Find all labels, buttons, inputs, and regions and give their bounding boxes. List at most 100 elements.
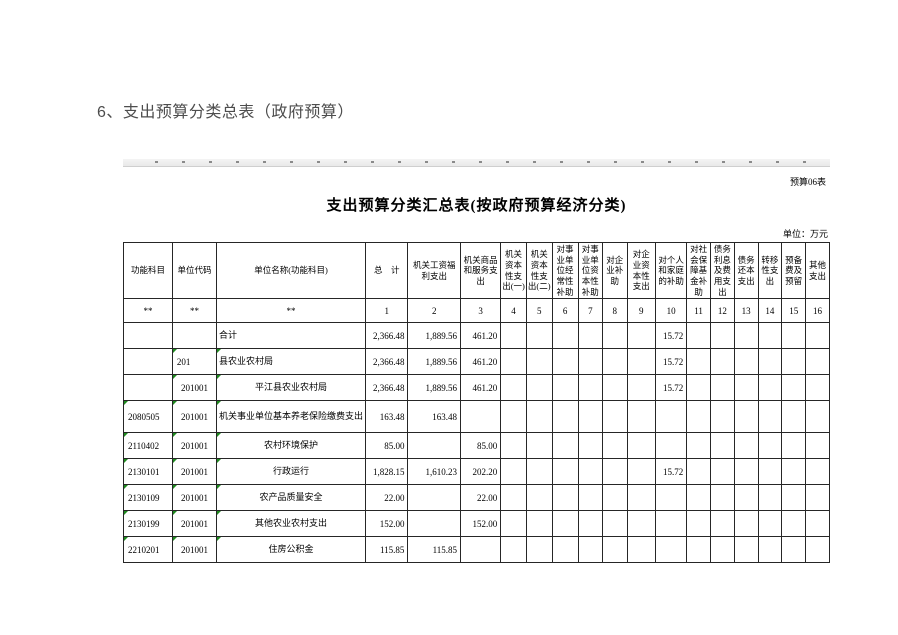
table-cell <box>805 322 830 350</box>
table-cell <box>577 458 604 486</box>
table-cell <box>654 536 688 564</box>
table-cell <box>686 322 711 350</box>
column-header: 总 计 <box>365 241 409 300</box>
table-cell <box>654 432 688 460</box>
form-code-label: 预算06表 <box>789 177 826 187</box>
column-header: 单位代码 <box>171 241 218 300</box>
table-cell: 2,366.48 <box>365 348 409 376</box>
table-cell <box>500 458 527 486</box>
column-code: 8 <box>602 298 628 324</box>
table-cell <box>626 348 656 376</box>
table-cell: 农产品质量安全 <box>216 484 367 512</box>
table-cell: 2130109 <box>123 484 173 512</box>
table-cell <box>500 400 527 434</box>
table-cell <box>733 322 759 350</box>
budget-table: 功能科目 单位代码 单位名称(功能科目) 总 计机关工资福利支出 机关商品和服务支出 机关… <box>123 241 830 564</box>
table-cell <box>805 400 830 434</box>
table-cell <box>602 322 628 350</box>
table-cell <box>686 400 711 434</box>
column-code: 14 <box>757 298 783 324</box>
table-cell <box>626 432 656 460</box>
table-cell <box>709 374 735 402</box>
table-cell: 1,828.15 <box>365 458 409 486</box>
table-cell: 115.85 <box>365 536 409 564</box>
table-cell <box>805 348 830 376</box>
column-header: 其他支出 <box>805 241 830 300</box>
table-cell <box>686 374 711 402</box>
column-header: 单位名称(功能科目) <box>216 241 367 300</box>
table-cell: 201001 <box>171 510 218 538</box>
column-code: 3 <box>460 298 502 324</box>
table-cell: 201001 <box>171 536 218 564</box>
budget-table-header: 功能科目 单位代码 单位名称(功能科目) 总 计机关工资福利支出 机关商品和服务支出 机关… <box>123 241 830 324</box>
table-title: 支出预算分类汇总表(按政府预算经济分类) <box>326 198 627 214</box>
table-cell <box>525 484 553 512</box>
table-cell: 22.00 <box>365 484 409 512</box>
table-cell: 2,366.48 <box>365 322 409 350</box>
table-cell: 2080505 <box>123 400 173 434</box>
table-cell <box>525 432 553 460</box>
table-cell <box>577 536 604 564</box>
table-cell: 其他农业农村支出 <box>216 510 367 538</box>
table-cell <box>781 374 807 402</box>
table-cell <box>551 374 579 402</box>
column-code: 13 <box>733 298 759 324</box>
column-code: ** <box>123 298 173 324</box>
table-cell <box>500 322 527 350</box>
table-cell <box>602 400 628 434</box>
table-row: 2130109 201001 农产品质量安全 22.00 22.00 <box>123 484 830 512</box>
column-header: 预备费及预留 <box>781 241 807 300</box>
table-cell <box>733 348 759 376</box>
table-cell <box>577 510 604 538</box>
table-cell <box>757 458 783 486</box>
table-cell <box>602 536 628 564</box>
unit-note: 单位：万元 <box>782 229 828 239</box>
table-cell <box>123 348 173 376</box>
table-cell <box>757 536 783 564</box>
table-cell <box>602 348 628 376</box>
table-cell <box>733 510 759 538</box>
table-cell <box>551 348 579 376</box>
column-header: 债务利息及费用支出 <box>709 241 735 300</box>
table-cell: 201001 <box>171 432 218 460</box>
column-header: 对个人和家庭的补助 <box>654 241 688 300</box>
column-code: 10 <box>654 298 688 324</box>
table-cell: 85.00 <box>365 432 409 460</box>
budget-table-body: 合计 2,366.48 1,889.56 461.20 15.72 201 县农业农村局 2,… <box>123 322 830 564</box>
table-cell <box>781 510 807 538</box>
column-code: 15 <box>781 298 807 324</box>
table-cell <box>551 400 579 434</box>
column-code: 2 <box>407 298 462 324</box>
table-row: 2130199 201001 其他农业农村支出 152.00 152.00 <box>123 510 830 538</box>
table-cell <box>805 432 830 460</box>
table-cell: 1,889.56 <box>407 374 462 402</box>
table-cell: 461.20 <box>460 348 502 376</box>
table-cell <box>686 432 711 460</box>
table-cell <box>626 484 656 512</box>
table-cell <box>709 484 735 512</box>
table-cell <box>781 458 807 486</box>
header-row: 功能科目 单位代码 单位名称(功能科目) 总 计机关工资福利支出 机关商品和服务支出 机关… <box>123 241 830 300</box>
table-cell <box>757 510 783 538</box>
column-code: ** <box>216 298 367 324</box>
page-title: 6、支出预算分类总表（政府预算） <box>97 104 354 121</box>
table-cell <box>577 348 604 376</box>
table-cell <box>805 484 830 512</box>
table-cell <box>500 432 527 460</box>
table-cell <box>577 484 604 512</box>
table-cell: 152.00 <box>460 510 502 538</box>
table-cell <box>757 374 783 402</box>
table-cell <box>805 374 830 402</box>
table-cell <box>733 432 759 460</box>
table-cell: 机关事业单位基本养老保险缴费支出 <box>216 400 367 434</box>
column-code: 12 <box>709 298 735 324</box>
table-cell: 115.85 <box>407 536 462 564</box>
table-cell <box>123 322 173 350</box>
column-code: 6 <box>551 298 579 324</box>
table-cell <box>733 536 759 564</box>
table-cell <box>577 374 604 402</box>
table-cell: 461.20 <box>460 322 502 350</box>
column-code-row: ** ** ** 1 2 3 4 5 6 7 8 9 10 11 12 13 14 15 16 <box>123 298 830 324</box>
table-cell <box>781 400 807 434</box>
table-row: 2210201 201001 住房公积金 115.85 115.85 <box>123 536 830 564</box>
